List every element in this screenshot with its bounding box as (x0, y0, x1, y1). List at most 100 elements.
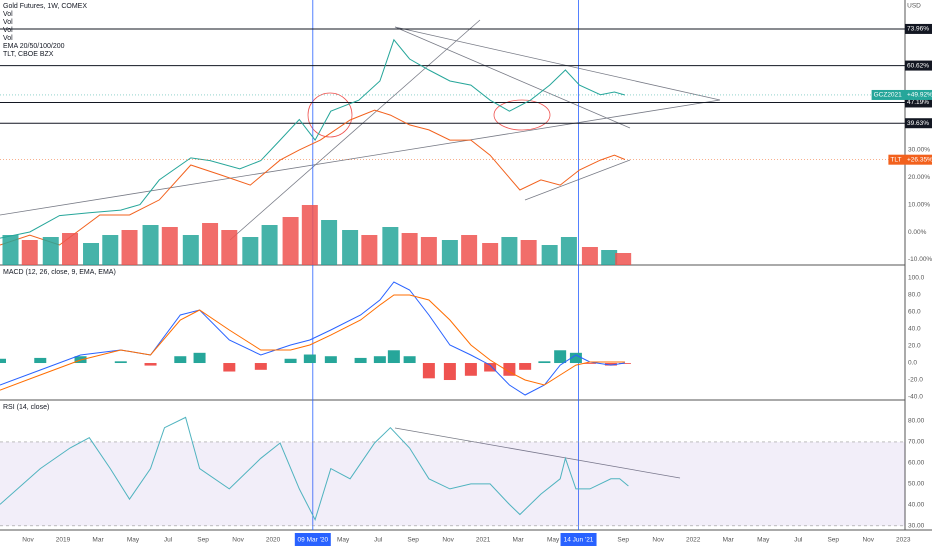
volume-bar (601, 250, 618, 265)
trend-line (524, 159, 631, 201)
y-tick-label: -20.0 (908, 377, 923, 384)
y-tick-label: 50.00 (908, 481, 925, 488)
x-tick-label: Nov (862, 537, 874, 544)
histogram-bar (193, 352, 206, 364)
line (0, 281, 625, 396)
line (0, 38, 626, 239)
x-tick-label: Mar (92, 537, 104, 544)
x-tick-label: Sep (407, 537, 419, 544)
volume-bar (142, 225, 159, 265)
volume-bar (382, 227, 399, 265)
volume-bar (581, 247, 598, 265)
x-tick-label: May (337, 537, 350, 544)
histogram-bar (254, 363, 267, 370)
y-tick-label: 30.00% (908, 146, 930, 153)
volume-bar (242, 237, 259, 265)
annotations (0, 19, 721, 479)
circle (307, 92, 353, 138)
volume-bar (401, 233, 418, 265)
pane-title: MACD (12, 26, close, 9, EMA, EMA) (3, 269, 116, 276)
histogram-bar (569, 352, 582, 364)
x-tick-label: Jul (374, 537, 383, 544)
y-tick-label: 20.0 (908, 343, 921, 350)
x-tick-label: Jul (794, 537, 803, 544)
level-label: 47.19% (907, 99, 929, 106)
volume-bar (461, 235, 478, 265)
histogram-bar (303, 354, 316, 364)
y-tick-label: 30.00 (908, 523, 925, 530)
volume-bar (482, 243, 499, 265)
histogram-bar (583, 363, 596, 364)
histogram-bar (403, 356, 416, 364)
x-tick-label: Jul (164, 537, 173, 544)
volume-bar (541, 245, 558, 265)
volume-bar (202, 223, 219, 265)
x-tick-label: 2021 (476, 537, 491, 544)
trend-line (394, 26, 721, 101)
last-value-box (905, 89, 932, 100)
legend-entry: EMA 20/50/100/200 (3, 43, 65, 50)
series-name: TLT (890, 156, 901, 163)
y-tick-label: 100.0 (908, 275, 925, 282)
y-tick-label: -10.00% (908, 256, 932, 263)
volume-bar (342, 230, 359, 265)
histogram-bar (554, 350, 567, 364)
trend-line (394, 26, 631, 129)
histogram-bar (464, 363, 477, 376)
x-tick-label: Nov (232, 537, 244, 544)
volume-bar (615, 253, 632, 265)
y-tick-label: -40.0 (908, 394, 923, 401)
y-tick-label: 60.00 (908, 460, 925, 467)
y-tick-label: 80.00 (908, 418, 925, 425)
histogram-bar (144, 363, 157, 366)
level-label-box (905, 60, 932, 71)
histogram-bar (604, 363, 617, 366)
histogram-bar (174, 356, 187, 364)
last-value-box (905, 154, 932, 165)
x-tick-label: Sep (617, 537, 629, 544)
x-tick-label: 14 Jun '21 (564, 537, 594, 544)
histogram-bar (484, 363, 497, 372)
y-tick-label: 0.0 (908, 360, 917, 367)
x-tick-label: May (757, 537, 770, 544)
series-name: GCZ2021 (874, 92, 903, 99)
volume-bar (420, 237, 437, 265)
volume-bar (261, 225, 278, 265)
histogram-bar (503, 363, 516, 376)
volume-bar (21, 240, 38, 265)
x-tick-label: Mar (723, 537, 735, 544)
level-label-box (905, 97, 932, 108)
histogram-bar (422, 363, 435, 379)
volume-bar (62, 233, 79, 265)
histogram-bar (34, 357, 47, 364)
line (0, 416, 629, 522)
last-value: +49.92% (907, 92, 932, 99)
level-label: 60.62% (907, 62, 929, 69)
x-tick-label: 09 Mar '20 (298, 537, 329, 544)
x-tick-label: 2019 (56, 537, 71, 544)
level-label-box (905, 118, 932, 129)
rsi-band (0, 441, 905, 526)
x-tick-label: 2020 (266, 537, 281, 544)
x-tick-label: 2023 (896, 537, 911, 544)
series-name-box (871, 89, 905, 100)
volume-bar (182, 235, 199, 265)
circle (493, 99, 551, 131)
histogram-bar (324, 356, 337, 364)
line (0, 294, 625, 391)
currency: USD (907, 3, 921, 10)
level-label: 39.63% (907, 120, 929, 127)
volume-bar (501, 237, 518, 265)
volume-bar (2, 235, 19, 265)
histogram-bar (114, 361, 127, 364)
line (0, 109, 626, 246)
x-tick-label: Sep (197, 537, 209, 544)
histogram-bar (387, 350, 400, 364)
volume-bar (102, 235, 119, 265)
volume-bar (441, 240, 458, 265)
volume-bar (520, 240, 537, 265)
legend-entry: Vol (3, 11, 13, 18)
x-tick-label: May (547, 537, 560, 544)
level-label: 73.96% (907, 26, 929, 33)
volume-bar (83, 243, 100, 265)
